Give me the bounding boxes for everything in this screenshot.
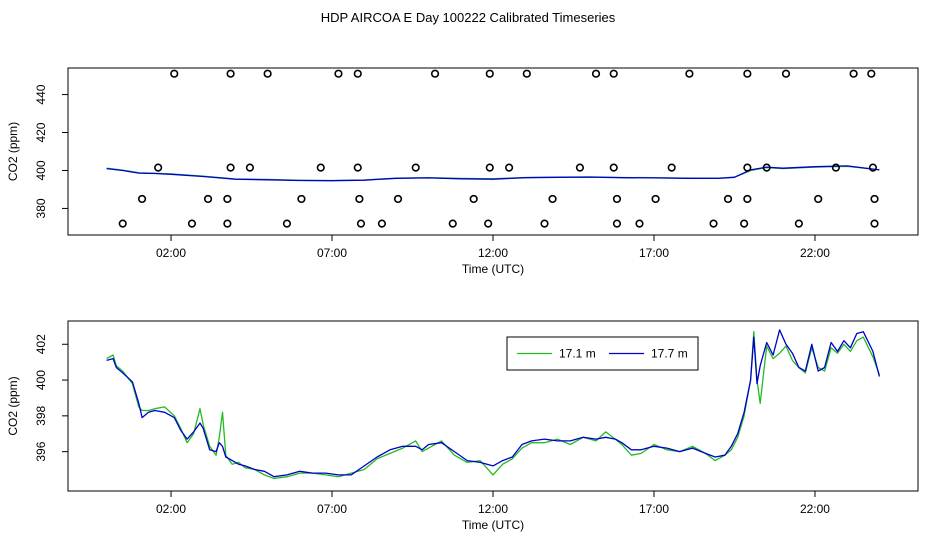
data-marker: [612, 194, 622, 204]
data-marker: [743, 194, 752, 204]
data-marker: [667, 163, 676, 172]
data-marker: [849, 69, 858, 78]
data-marker: [504, 163, 514, 172]
data-marker: [484, 219, 493, 228]
data-marker: [353, 163, 362, 172]
data-marker: [743, 163, 752, 172]
x-tick-label: 17:00: [639, 502, 669, 516]
y-tick-label: 400: [34, 370, 48, 390]
data-marker: [867, 69, 876, 78]
legend: 17.1 m 17.7 m: [506, 336, 699, 371]
data-marker: [743, 69, 752, 78]
data-marker: [794, 219, 803, 228]
data-marker: [548, 194, 557, 204]
data-marker: [870, 219, 879, 228]
data-marker: [870, 194, 879, 204]
x-tick-label: 17:00: [639, 246, 669, 260]
data-marker: [411, 163, 420, 172]
data-marker: [430, 69, 440, 78]
data-marker: [282, 219, 292, 228]
legend-label-1: 17.7 m: [651, 347, 688, 361]
data-marker: [355, 194, 364, 204]
data-marker: [591, 69, 601, 78]
data-marker: [316, 163, 325, 172]
data-marker: [814, 194, 823, 204]
y-tick-label: 396: [34, 441, 48, 461]
x-tick-label: 12:00: [478, 246, 508, 260]
y-tick-label: 398: [34, 406, 48, 426]
x-axis-label: Time (UTC): [462, 262, 524, 276]
data-marker: [448, 219, 457, 228]
x-tick-label: 02:00: [156, 246, 186, 260]
top-panel: 02:00 07:00 12:00 17:00 22:00 380 400 420 440 Tim…: [6, 67, 919, 276]
y-axis-label: CO2 (ppm): [6, 376, 20, 435]
y-axis-label: CO2 (ppm): [6, 122, 20, 181]
data-marker: [609, 163, 618, 172]
plot-frame: [67, 67, 919, 236]
y-tick-label: 380: [34, 198, 48, 218]
chart-title: HDP AIRCOA E Day 100222 Calibrated Times…: [321, 10, 616, 25]
x-tick-label: 22:00: [800, 246, 830, 260]
data-marker: [485, 163, 494, 172]
x-tick-label: 07:00: [317, 246, 347, 260]
data-marker: [154, 163, 163, 172]
data-marker: [377, 219, 387, 228]
x-tick-label: 02:00: [156, 502, 186, 516]
data-marker: [762, 163, 771, 172]
data-marker: [353, 69, 362, 78]
data-marker: [170, 69, 179, 78]
y-tick-label: 400: [34, 160, 48, 180]
data-marker: [522, 69, 531, 78]
data-marker: [723, 194, 733, 204]
data-marker: [223, 194, 232, 204]
data-marker: [203, 194, 213, 204]
data-marker: [245, 163, 255, 172]
data-marker: [868, 163, 878, 172]
data-marker: [334, 69, 343, 78]
data-marker: [781, 69, 791, 78]
data-marker: [469, 194, 478, 204]
legend-label-0: 17.1 m: [559, 347, 596, 361]
data-marker: [118, 219, 127, 228]
data-marker: [226, 163, 235, 172]
data-marker: [651, 194, 660, 204]
bottom-panel: 02:00 07:00 12:00 17:00 22:00 396 398 400 402 Tim…: [6, 320, 919, 532]
data-marker: [263, 69, 272, 78]
series-line-1: [106, 165, 880, 182]
y-tick-label: 420: [34, 122, 48, 142]
data-marker: [137, 194, 147, 204]
data-marker: [223, 219, 232, 228]
x-axis-label: Time (UTC): [462, 518, 524, 532]
data-marker: [685, 69, 694, 78]
data-marker: [740, 219, 749, 228]
x-tick-label: 07:00: [317, 502, 347, 516]
data-marker: [540, 219, 549, 228]
y-tick-label: 402: [34, 334, 48, 354]
data-marker: [831, 163, 840, 172]
data-marker: [356, 219, 366, 228]
data-marker: [635, 219, 644, 228]
data-marker: [393, 194, 403, 204]
x-tick-label: 22:00: [800, 502, 830, 516]
series-line-0: [106, 331, 881, 480]
data-marker: [612, 219, 622, 228]
data-marker: [709, 219, 718, 228]
x-tick-label: 12:00: [478, 502, 508, 516]
data-marker: [297, 194, 306, 204]
data-marker: [485, 69, 494, 78]
y-tick-label: 440: [34, 84, 48, 104]
data-marker: [575, 163, 585, 172]
series-line-1: [106, 329, 881, 478]
data-marker: [609, 69, 618, 78]
data-marker: [226, 69, 235, 78]
data-marker: [187, 219, 197, 228]
